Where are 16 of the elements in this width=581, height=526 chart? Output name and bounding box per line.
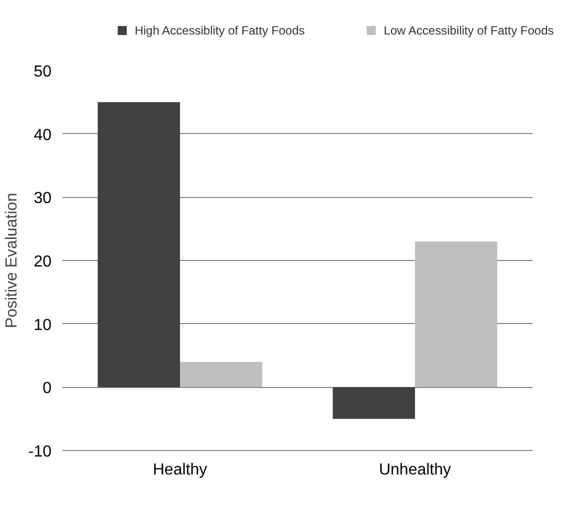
y-tick-label: 40 bbox=[34, 126, 52, 144]
x-tick-label: Healthy bbox=[152, 462, 208, 478]
y-tick-label: -10 bbox=[28, 444, 52, 460]
y-axis-title: Positive Evaluation bbox=[3, 192, 20, 328]
bar bbox=[98, 102, 180, 388]
y-tick-label: 10 bbox=[34, 316, 52, 334]
x-tick-label: Unhealthy bbox=[378, 462, 452, 478]
bar bbox=[332, 387, 415, 419]
y-tick-label: 0 bbox=[42, 380, 52, 398]
y-tick-label: 20 bbox=[34, 254, 52, 270]
bar bbox=[180, 362, 262, 388]
legend-label: High Accessiblity of Fatty Foods bbox=[134, 24, 305, 38]
y-tick-label: 30 bbox=[34, 190, 52, 208]
bar bbox=[415, 242, 498, 388]
legend-label: Low Accessibility of Fatty Foods bbox=[384, 24, 554, 38]
y-tick-label: 50 bbox=[34, 64, 52, 80]
